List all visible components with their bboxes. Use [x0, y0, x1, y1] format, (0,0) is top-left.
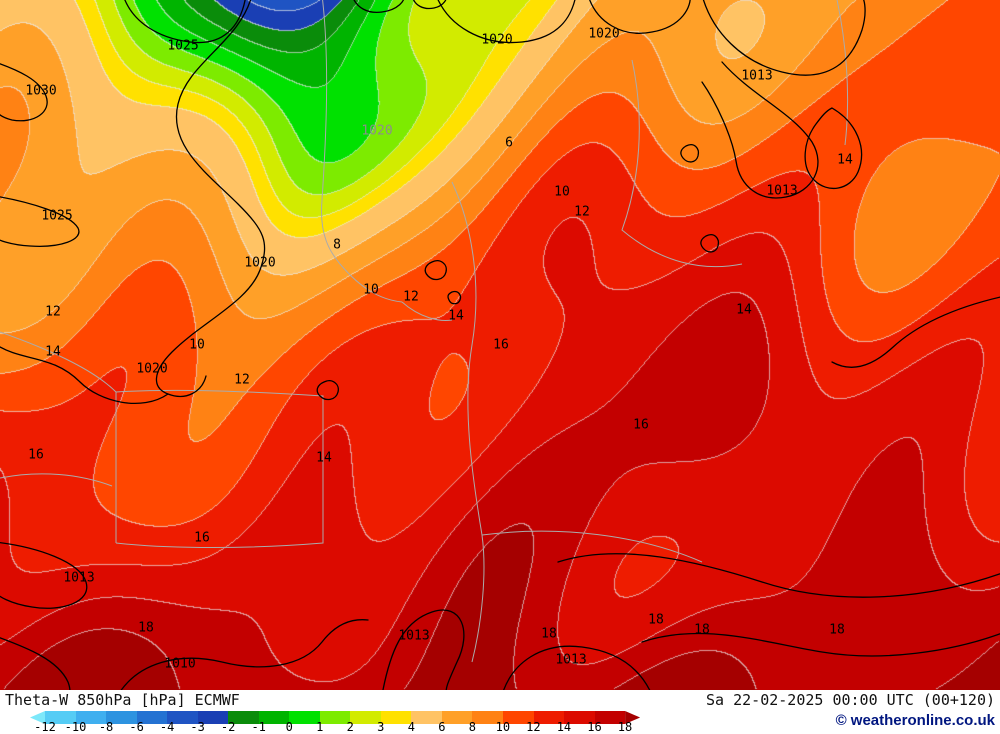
scale-tick-label: 3	[377, 720, 385, 734]
scale-tick-label: 16	[587, 720, 602, 734]
scale-tick-label: -1	[251, 720, 266, 734]
scale-segment	[350, 711, 381, 724]
scale-tick-label: 8	[468, 720, 476, 734]
scale-tick-label: -10	[64, 720, 87, 734]
color-scale	[30, 711, 641, 724]
scale-segment	[472, 711, 503, 724]
map-datetime: Sa 22-02-2025 00:00 UTC (00+120)	[706, 691, 995, 709]
scale-segment	[45, 711, 76, 724]
scale-segment	[594, 711, 626, 724]
scale-segment	[167, 711, 198, 724]
footer-title-row: Theta-W 850hPa [hPa] ECMWF Sa 22-02-2025…	[0, 690, 1000, 710]
color-scale-ticks: -12 -10 -8 -6 -4 -3 -2 -1 0 1 2 3 4 6 8 10 12 14 16 18	[30, 720, 640, 734]
scale-segment	[228, 711, 259, 724]
scale-segment	[136, 711, 168, 724]
scale-segment	[441, 711, 473, 724]
scale-tick-label: 2	[346, 720, 354, 734]
footer-bar: Theta-W 850hPa [hPa] ECMWF Sa 22-02-2025…	[0, 690, 1000, 733]
scale-segment	[533, 711, 565, 724]
map-area: 1025 1020 1020 1030 1013 1020 6 14 1013 10 12 1025 8…	[0, 0, 1000, 690]
scale-tick-label: -3	[190, 720, 205, 734]
scale-segment	[258, 711, 290, 724]
scale-segment	[289, 711, 320, 724]
scale-tick-label: 6	[438, 720, 446, 734]
copyright-link[interactable]: © weatheronline.co.uk	[835, 712, 995, 729]
scale-tick-label: 14	[556, 720, 572, 734]
scale-tick-label: 18	[617, 720, 633, 734]
scale-tick-label: 12	[526, 720, 541, 734]
scale-tick-label: -12	[34, 720, 56, 734]
scale-tick-label: 4	[407, 720, 415, 734]
scale-tick-label: -4	[159, 720, 175, 734]
scale-segment	[75, 711, 107, 724]
scale-tick-label: 0	[285, 720, 293, 734]
scale-segment	[564, 711, 595, 724]
scale-tick-label: 1	[316, 720, 324, 734]
theta-w-field-canvas	[0, 0, 1000, 690]
scale-segment	[502, 711, 534, 724]
scale-segment	[380, 711, 412, 724]
scale-segment	[319, 711, 351, 724]
scale-tick-label: -8	[98, 720, 114, 734]
scale-segment	[106, 711, 137, 724]
scale-segment	[197, 711, 229, 724]
scale-tick-label: 10	[495, 720, 511, 734]
scale-tick-label: -2	[220, 720, 236, 734]
map-title: Theta-W 850hPa [hPa] ECMWF	[5, 691, 240, 709]
scale-tick-label: -6	[129, 720, 144, 734]
scale-segment	[411, 711, 442, 724]
